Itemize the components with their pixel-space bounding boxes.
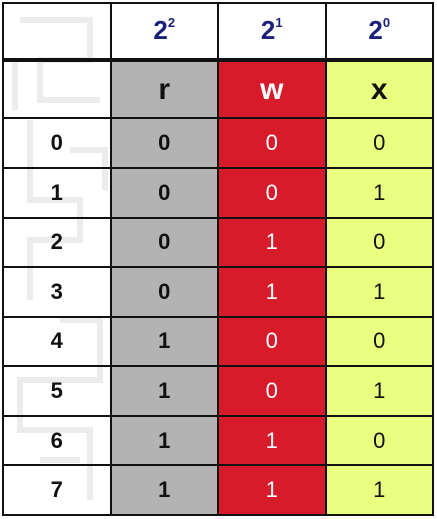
power-cell-w: 21 — [217, 2, 327, 61]
power-cell-x: 20 — [324, 2, 434, 61]
execute-header: x — [324, 57, 434, 120]
index-header-cell — [2, 57, 112, 120]
read-header: r — [109, 57, 219, 120]
execute-bit: 1 — [324, 166, 434, 219]
power-exponent: 0 — [382, 14, 391, 30]
octal-value: 5 — [2, 365, 112, 417]
write-bit: 1 — [217, 414, 327, 467]
read-bit: 0 — [109, 266, 219, 318]
execute-bit: 1 — [324, 464, 434, 516]
read-bit: 1 — [109, 414, 219, 467]
octal-value: 0 — [2, 117, 112, 169]
read-bit: 1 — [109, 365, 219, 417]
write-bit: 0 — [217, 117, 327, 169]
power-base: 2 — [368, 15, 383, 46]
read-bit: 1 — [109, 464, 219, 516]
execute-bit: 0 — [324, 414, 434, 467]
octal-value: 7 — [2, 464, 112, 516]
power-base: 2 — [153, 15, 168, 46]
write-bit: 1 — [217, 464, 327, 516]
read-bit: 0 — [109, 117, 219, 169]
table-row: 3 0 1 1 — [2, 266, 434, 318]
table-row: 0 0 0 0 — [2, 117, 434, 169]
execute-bit: 1 — [324, 365, 434, 417]
power-exponent: 2 — [167, 14, 176, 30]
write-header: w — [217, 57, 327, 120]
power-header-row: 22 21 20 — [2, 2, 434, 61]
read-bit: 0 — [109, 166, 219, 219]
octal-value: 6 — [2, 414, 112, 467]
write-bit: 1 — [217, 266, 327, 318]
read-bit: 0 — [109, 216, 219, 269]
octal-value: 1 — [2, 166, 112, 219]
power-base: 2 — [260, 15, 276, 46]
octal-value: 2 — [2, 216, 112, 269]
corner-cell — [2, 2, 112, 61]
write-bit: 0 — [217, 315, 327, 368]
table-row: 6 1 1 0 — [2, 414, 434, 467]
execute-bit: 0 — [324, 117, 434, 169]
column-header-row: r w x — [2, 57, 434, 120]
execute-bit: 0 — [324, 315, 434, 368]
execute-bit: 1 — [324, 266, 434, 318]
octal-value: 4 — [2, 315, 112, 368]
octal-value: 3 — [2, 266, 112, 318]
write-bit: 0 — [217, 166, 327, 219]
table-row: 1 0 0 1 — [2, 166, 434, 219]
table-row: 7 1 1 1 — [2, 464, 434, 516]
write-bit: 0 — [217, 365, 327, 417]
table-row: 5 1 0 1 — [2, 365, 434, 417]
read-bit: 1 — [109, 315, 219, 368]
permission-table: 22 21 20 r w x 0 0 0 0 1 0 0 1 2 0 1 0 3… — [2, 2, 434, 516]
table-row: 2 0 1 0 — [2, 216, 434, 269]
table-row: 4 1 0 0 — [2, 315, 434, 368]
power-cell-r: 22 — [109, 2, 219, 61]
execute-bit: 0 — [324, 216, 434, 269]
write-bit: 1 — [217, 216, 327, 269]
power-exponent: 1 — [275, 14, 283, 30]
